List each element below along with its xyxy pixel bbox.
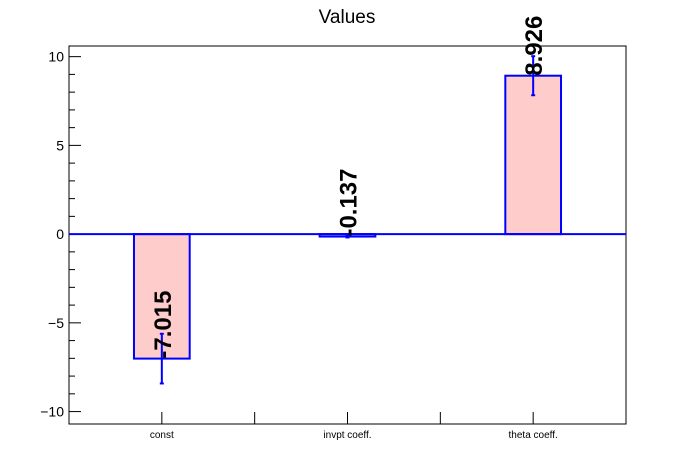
y-tick-label: 10 <box>48 49 64 65</box>
y-tick-label: −5 <box>48 315 64 331</box>
x-axis: const invpt coeff. theta coeff. <box>150 412 558 441</box>
x-tick-label: theta coeff. <box>509 430 558 441</box>
x-tick-label: const <box>150 430 174 441</box>
x-tick-label: invpt coeff. <box>323 430 371 441</box>
data-labels-group: -7.015 -0.137 8.926 <box>150 16 548 359</box>
chart-title: Values <box>319 7 376 28</box>
data-label: -7.015 <box>150 291 177 359</box>
y-tick-label: −10 <box>40 404 64 420</box>
error-bars-group <box>159 55 536 385</box>
data-label: 8.926 <box>521 16 548 76</box>
data-label: -0.137 <box>336 168 363 236</box>
y-tick-label: 0 <box>56 226 64 242</box>
y-tick-label: 5 <box>56 137 64 153</box>
y-axis: −10 −5 0 5 10 <box>40 49 81 420</box>
bar <box>504 74 563 236</box>
